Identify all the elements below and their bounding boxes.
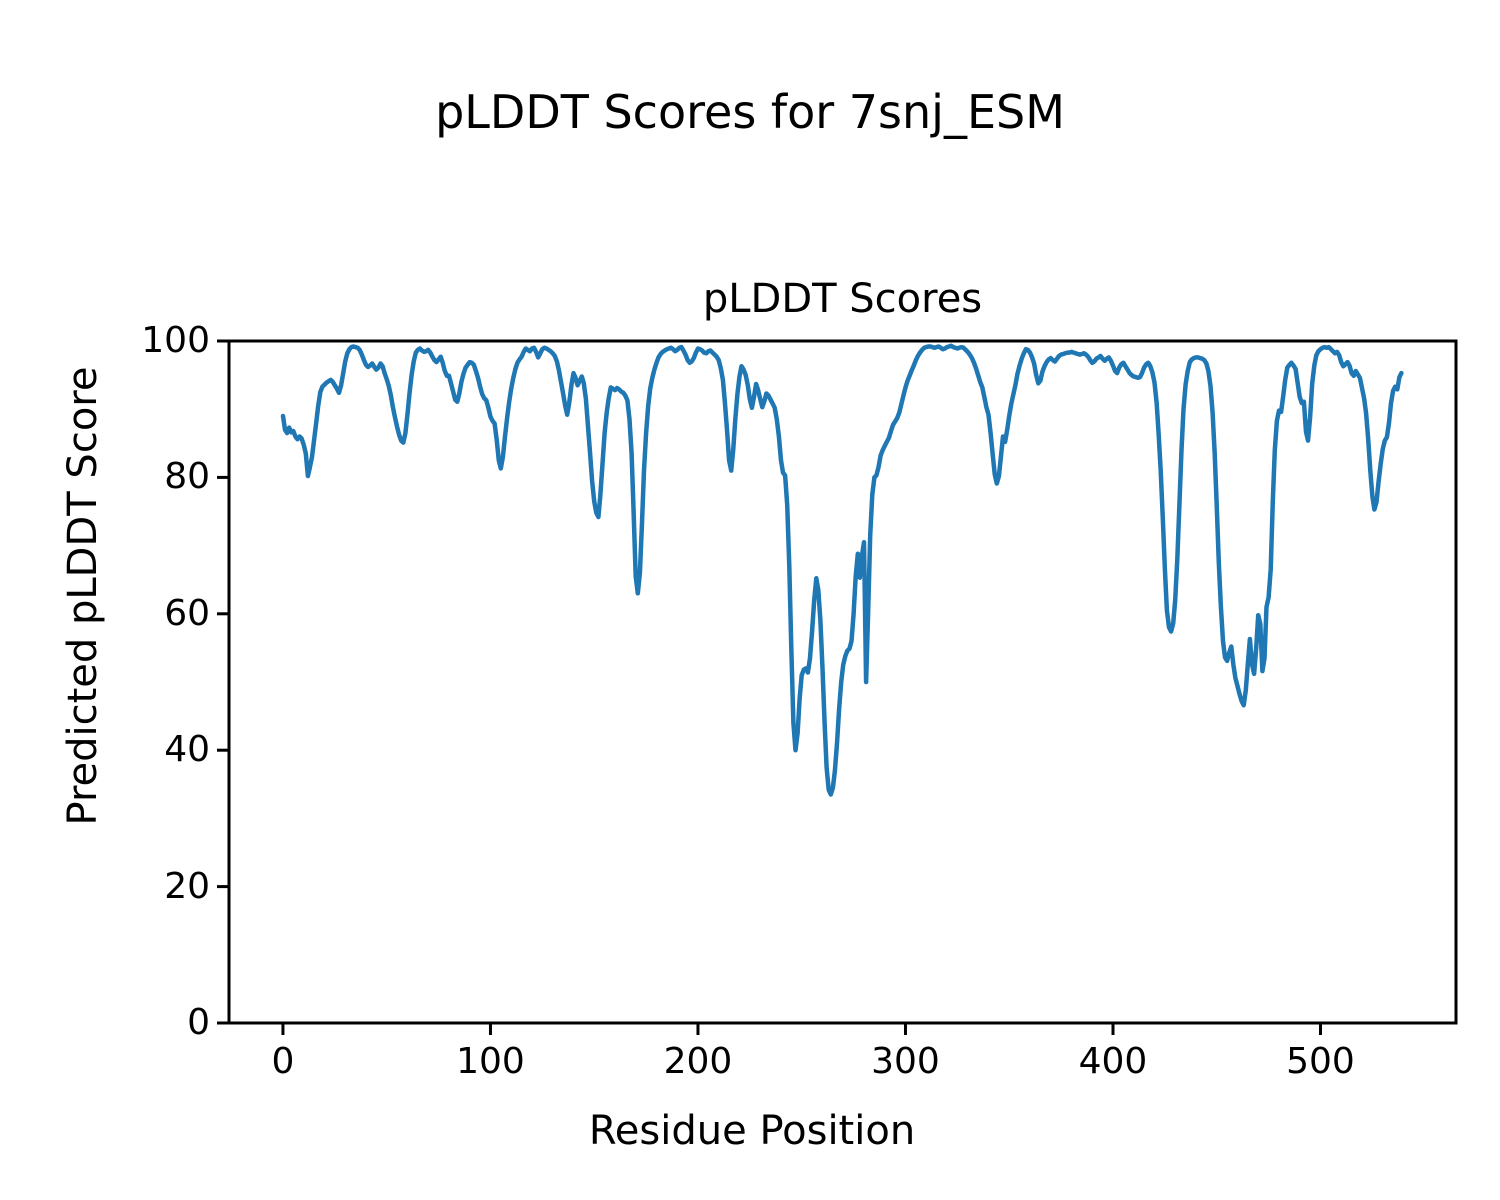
y-tick-label: 80 — [164, 456, 210, 498]
x-axis-label: Residue Position — [588, 1108, 916, 1154]
y-tick-label: 60 — [164, 593, 210, 634]
axes-frame — [227, 339, 1458, 1025]
y-tick-label: 40 — [164, 729, 210, 771]
x-tick-label: 200 — [663, 1041, 733, 1082]
figure-suptitle: pLDDT Scores for 7snj_ESM — [435, 85, 1065, 139]
x-tick-label: 0 — [271, 1041, 295, 1082]
x-tick-label: 400 — [1078, 1041, 1148, 1082]
y-tick-label: 100 — [141, 320, 210, 362]
y-tick-label: 0 — [187, 1002, 210, 1044]
plot-area — [217, 339, 1458, 1035]
x-tick-label: 300 — [871, 1041, 940, 1082]
y-axis-label: Predicted pLDDT Score — [60, 366, 106, 826]
y-tick-label: 20 — [164, 865, 210, 907]
plddt-line — [280, 343, 1404, 797]
x-tick-label: 500 — [1286, 1041, 1355, 1082]
axes-title: pLDDT Scores — [702, 276, 983, 322]
x-tick-label: 100 — [456, 1041, 525, 1082]
